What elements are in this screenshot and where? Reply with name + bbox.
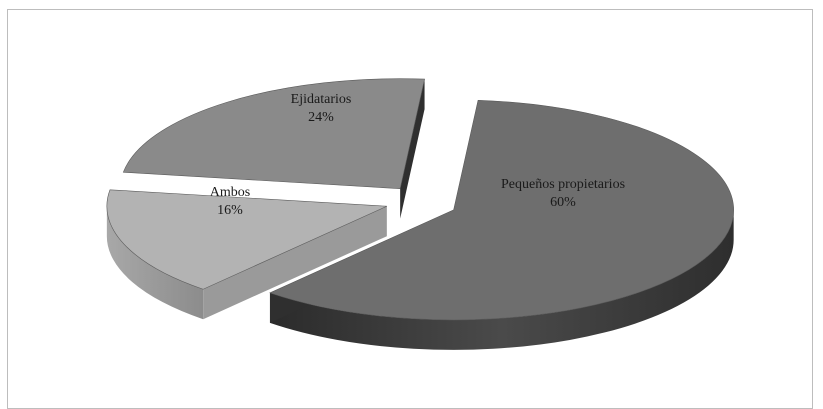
- slice-value-label-2: 24%: [308, 110, 334, 125]
- slice-value-label-1: 16%: [217, 203, 243, 218]
- pie-slice-1: [106, 189, 387, 290]
- pie-slice-0: [269, 99, 734, 321]
- pie-slice-face-2: [400, 79, 425, 219]
- slice-label-0: Pequeños propietarios: [501, 177, 625, 192]
- slice-value-label-0: 60%: [550, 195, 576, 210]
- pie-chart: Pequeños propietarios 60% Ambos 16% Ejidatar…: [106, 78, 734, 350]
- pie-slice-side-0: [269, 209, 734, 350]
- pie-slice-face-1: [203, 206, 387, 320]
- pie-slice-side-1: [106, 206, 204, 320]
- pie-slice-2: [122, 78, 425, 189]
- slice-label-2: Ejidatarios: [291, 92, 352, 107]
- slice-label-1: Ambos: [210, 185, 250, 200]
